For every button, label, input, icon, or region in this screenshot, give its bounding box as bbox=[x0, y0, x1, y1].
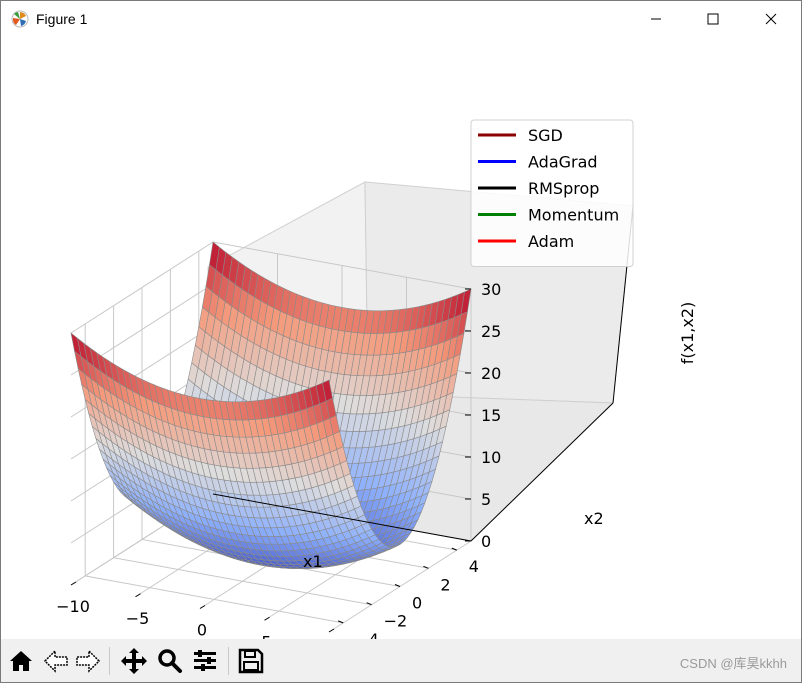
legend-label: RMSprop bbox=[528, 179, 599, 198]
configure-button[interactable] bbox=[190, 646, 220, 676]
z-tick-label: 30 bbox=[481, 280, 501, 299]
z-tick-label: 25 bbox=[481, 322, 501, 341]
x-tick-mark bbox=[328, 628, 335, 633]
close-icon bbox=[765, 13, 777, 25]
z-tick-label: 20 bbox=[481, 364, 501, 383]
y-tick-label: −4 bbox=[355, 630, 379, 639]
forward-icon bbox=[76, 649, 101, 673]
toolbar-separator bbox=[228, 647, 229, 675]
legend-label: AdaGrad bbox=[528, 153, 598, 172]
z-tick-label: 15 bbox=[481, 406, 501, 425]
toolbar-separator bbox=[109, 647, 110, 675]
z-tick-label: 5 bbox=[481, 490, 491, 509]
minimize-button[interactable] bbox=[633, 1, 679, 37]
surface bbox=[70, 241, 472, 570]
x-tick-mark bbox=[264, 616, 270, 621]
save-button[interactable] bbox=[236, 646, 266, 676]
window-title: Figure 1 bbox=[36, 11, 88, 27]
y-tick-label: 2 bbox=[440, 575, 450, 594]
x-tick-mark bbox=[199, 605, 206, 609]
z-axis-label: f(x1,x2) bbox=[678, 302, 697, 365]
legend-label: SGD bbox=[528, 126, 563, 145]
x-tick-label: 0 bbox=[197, 621, 207, 640]
zoom-icon bbox=[158, 649, 182, 673]
y-tick-mark bbox=[423, 565, 429, 569]
watermark: CSDN @库昊kkhh bbox=[679, 656, 787, 671]
minimize-icon bbox=[651, 18, 661, 20]
home-button[interactable] bbox=[6, 646, 36, 676]
matplotlib-app-icon bbox=[11, 10, 29, 28]
maximize-button[interactable] bbox=[690, 1, 736, 37]
x-tick-mark bbox=[70, 581, 77, 586]
y-tick-label: 0 bbox=[412, 594, 422, 613]
x-tick-label: −5 bbox=[126, 609, 150, 628]
navigation-toolbar: CSDN @库昊kkhh bbox=[1, 639, 801, 682]
y-axis-line bbox=[470, 402, 614, 542]
z-tick-label: 10 bbox=[481, 448, 501, 467]
title-bar: Figure 1 bbox=[1, 1, 801, 37]
close-button[interactable] bbox=[748, 1, 794, 37]
y-tick-label: −2 bbox=[384, 612, 408, 631]
legend: SGD AdaGrad RMSprop Momentum Adam bbox=[470, 119, 634, 267]
z-axis: 0 5 10 15 20 25 30 bbox=[465, 205, 634, 551]
y-tick-mark bbox=[366, 602, 372, 606]
legend-box bbox=[470, 119, 634, 267]
y-tick-mark bbox=[451, 547, 457, 551]
x-axis-label: x1 bbox=[303, 552, 323, 571]
x-tick-mark bbox=[135, 593, 141, 598]
z-tick-label: 0 bbox=[481, 532, 491, 551]
y-tick-label: 4 bbox=[469, 557, 479, 576]
save-icon bbox=[238, 648, 264, 674]
legend-label: Adam bbox=[528, 232, 574, 251]
configure-icon bbox=[194, 650, 216, 671]
surface-patch bbox=[322, 379, 333, 402]
x-tick-label: −10 bbox=[56, 597, 90, 616]
back-icon bbox=[43, 649, 68, 673]
pan-button[interactable] bbox=[119, 646, 149, 676]
legend-label: Momentum bbox=[528, 206, 619, 225]
maximize-icon bbox=[707, 13, 719, 25]
y-tick-mark bbox=[394, 584, 401, 587]
home-icon bbox=[10, 651, 32, 671]
x-axis-line bbox=[212, 493, 472, 542]
y-axis-label: x2 bbox=[584, 509, 604, 528]
y-tick-mark bbox=[338, 620, 344, 624]
back-button[interactable] bbox=[41, 646, 71, 676]
forward-button[interactable] bbox=[73, 646, 103, 676]
pan-icon bbox=[121, 648, 147, 674]
x-tick-label: 5 bbox=[261, 632, 271, 639]
zoom-button[interactable] bbox=[155, 646, 185, 676]
